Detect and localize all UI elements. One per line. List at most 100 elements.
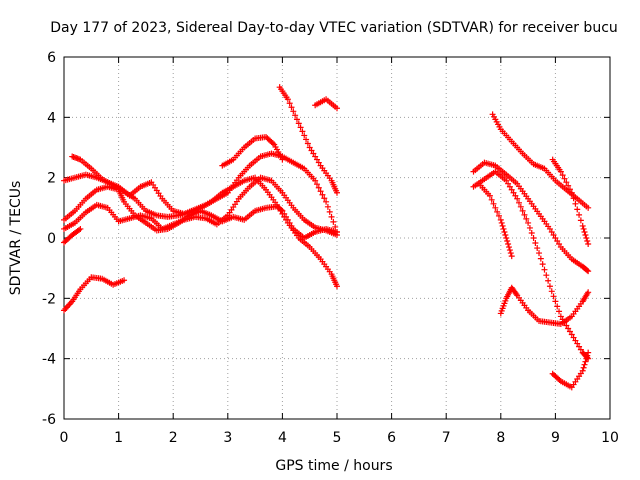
data-point-marker [508,186,515,193]
x-tick-label: 4 [278,430,287,446]
x-tick-label: 0 [60,430,69,446]
data-point-marker [334,105,340,112]
data-point-marker [293,116,300,123]
data-point-marker [505,180,512,187]
data-point-marker [315,159,322,166]
x-tick-label: 5 [333,430,342,446]
x-axis-label: GPS time / hours [275,458,392,474]
data-point-marker [508,253,515,260]
data-point-marker [492,204,499,211]
data-point-marker [570,334,577,341]
data-point-marker [570,195,577,202]
data-point-marker [543,272,550,279]
series-track-13 [475,180,515,260]
data-point-marker [304,140,311,147]
data-point-marker [526,224,533,231]
data-point-marker [488,196,495,203]
axis-ticks: 0 1 2 3 4 5 6 7 8 9 10 -6 -4 -2 0 2 4 6 [42,50,619,446]
data-point-marker [497,216,504,223]
data-point-marker [565,325,572,332]
data-point-marker [312,153,319,160]
series-track-12 [470,168,592,362]
data-point-marker [585,241,592,248]
data-point-marker [541,266,548,273]
data-point-marker [77,225,84,232]
plot-frame [63,56,611,420]
data-point-marker [502,231,509,238]
data-point-marker [556,241,563,248]
data-point-marker [576,211,583,218]
data-point-marker [516,199,522,206]
y-tick-label: 2 [47,171,56,187]
data-point-marker [537,255,544,262]
data-point-marker [514,195,521,202]
data-point-marker [505,244,512,251]
series-track-16 [549,349,592,391]
series-track-14 [549,156,592,248]
series-track-8 [276,84,340,196]
data-point-marker [577,346,584,353]
data-point-marker [584,238,591,245]
series-track-2 [69,153,340,290]
data-point-marker [559,172,566,179]
data-point-marker [334,283,340,290]
data-point-marker [552,298,559,305]
data-point-marker [121,277,128,284]
data-point-marker [566,186,573,193]
series-track-10 [489,111,592,211]
data-point-marker [323,198,330,205]
data-point-marker [288,222,295,229]
data-point-marker [579,367,586,374]
data-point-marker [301,132,308,139]
data-point-marker [552,235,559,241]
y-tick-label: -4 [42,352,56,368]
data-point-marker [572,337,579,344]
data-point-marker [269,140,276,147]
data-point-marker [286,100,293,107]
data-point-marker [495,212,502,219]
data-point-marker [334,231,340,238]
data-point-marker [501,228,508,235]
data-point-marker [284,96,291,103]
data-point-marker [313,181,320,188]
series-track-15 [497,284,592,327]
data-point-marker [283,213,290,220]
data-point-marker [513,291,520,298]
data-point-marker [517,203,524,210]
x-tick-label: 6 [387,430,396,446]
data-point-marker [281,210,288,217]
data-point-marker [528,229,535,236]
data-point-marker [312,177,319,184]
x-tick-label: 10 [601,430,619,446]
data-point-marker [297,124,304,131]
data-point-marker [324,203,331,210]
y-tick-label: 0 [47,231,56,247]
data-point-marker [585,268,592,275]
data-point-marker [557,168,564,175]
data-point-marker [504,238,511,245]
data-point-marker [548,288,555,295]
data-point-marker [507,250,514,257]
data-point-marker [561,175,568,182]
data-series [61,84,592,391]
data-point-marker [577,217,584,224]
data-point-marker [566,328,573,335]
data-point-marker [582,358,589,365]
data-point-marker [568,189,575,196]
chart-title: Day 177 of 2023, Sidereal Day-to-day VTE… [50,20,618,36]
series-track-9 [312,96,340,112]
data-point-marker [521,211,528,218]
data-point-marker [76,226,83,233]
data-point-marker [557,313,564,320]
data-point-marker [585,349,592,356]
data-point-marker [546,225,553,232]
data-point-marker [334,189,340,196]
data-point-marker [494,208,501,215]
data-point-marker [568,331,575,338]
data-point-marker [505,241,512,248]
data-point-marker [548,228,555,235]
series-track-5 [61,225,84,246]
data-point-marker [279,207,286,214]
data-point-marker [581,361,588,368]
data-point-marker [299,128,306,135]
